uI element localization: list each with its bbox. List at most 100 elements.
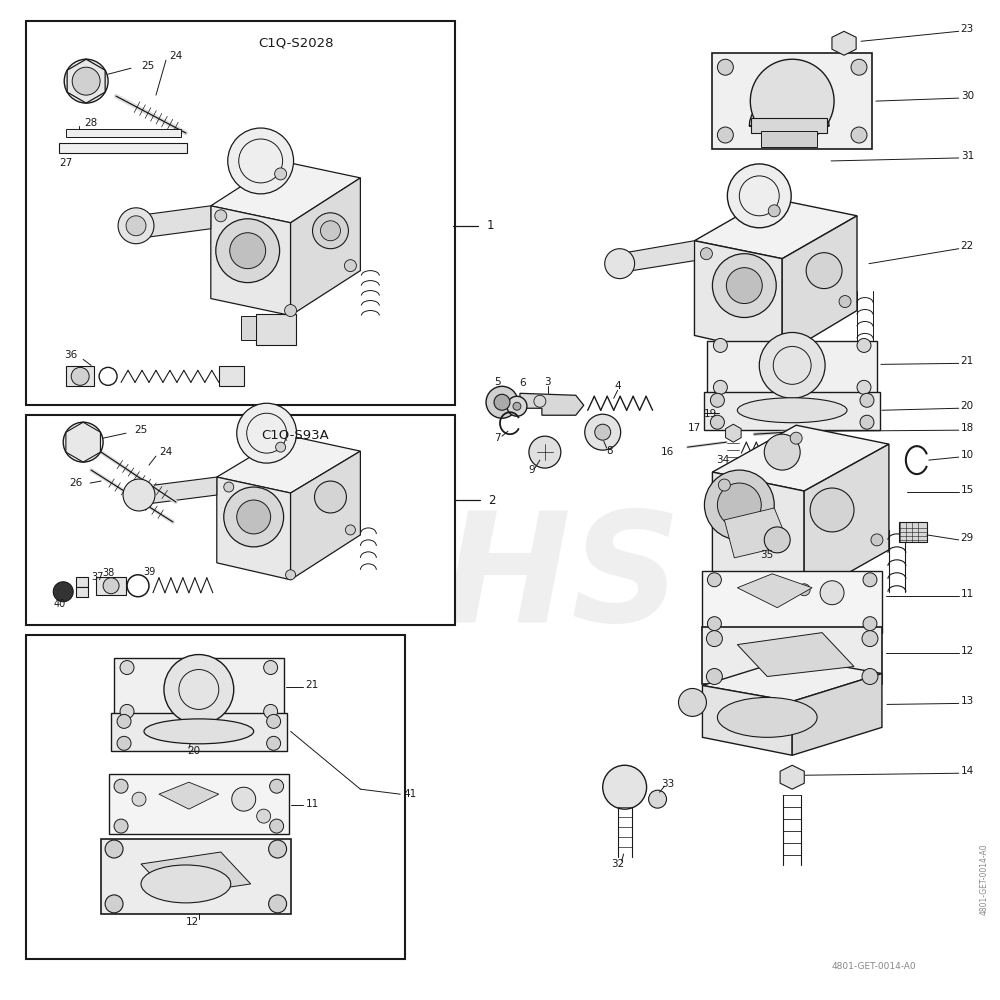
Circle shape bbox=[717, 127, 733, 143]
Polygon shape bbox=[749, 94, 829, 126]
Circle shape bbox=[71, 367, 89, 385]
Polygon shape bbox=[694, 241, 782, 355]
Circle shape bbox=[230, 233, 266, 269]
Circle shape bbox=[726, 268, 762, 304]
Circle shape bbox=[285, 305, 297, 317]
Text: 39: 39 bbox=[143, 567, 155, 577]
Circle shape bbox=[806, 253, 842, 289]
Text: 26: 26 bbox=[70, 478, 83, 488]
Circle shape bbox=[717, 59, 733, 75]
Circle shape bbox=[105, 895, 123, 913]
Text: 7: 7 bbox=[494, 433, 500, 443]
Circle shape bbox=[603, 765, 647, 809]
Circle shape bbox=[810, 488, 854, 532]
Polygon shape bbox=[211, 206, 291, 316]
Text: 21: 21 bbox=[306, 680, 319, 690]
Circle shape bbox=[286, 570, 296, 580]
Ellipse shape bbox=[141, 865, 231, 903]
Bar bbox=[96, 577, 126, 595]
Polygon shape bbox=[782, 216, 857, 355]
Polygon shape bbox=[211, 161, 360, 223]
Text: 16: 16 bbox=[661, 447, 675, 457]
Circle shape bbox=[120, 704, 134, 718]
Circle shape bbox=[863, 573, 877, 587]
Polygon shape bbox=[217, 435, 360, 493]
Bar bbox=[66, 129, 181, 137]
Polygon shape bbox=[141, 852, 251, 896]
Polygon shape bbox=[737, 574, 812, 608]
Circle shape bbox=[863, 617, 877, 631]
Circle shape bbox=[718, 479, 730, 491]
Circle shape bbox=[713, 338, 727, 352]
Polygon shape bbox=[737, 633, 854, 677]
Text: 4801-GET-0014-A0: 4801-GET-0014-A0 bbox=[979, 843, 988, 915]
Circle shape bbox=[63, 422, 103, 462]
Circle shape bbox=[72, 67, 100, 95]
Circle shape bbox=[513, 402, 521, 410]
Text: 17: 17 bbox=[688, 423, 701, 433]
Circle shape bbox=[764, 527, 790, 553]
Text: C1Q-S93A: C1Q-S93A bbox=[262, 429, 329, 442]
Circle shape bbox=[105, 840, 123, 858]
Text: 31: 31 bbox=[961, 151, 974, 161]
Bar bbox=[66, 366, 94, 386]
Circle shape bbox=[857, 338, 871, 352]
Text: 37: 37 bbox=[91, 572, 103, 582]
Circle shape bbox=[494, 394, 510, 410]
Circle shape bbox=[679, 688, 706, 716]
Text: 1: 1 bbox=[487, 219, 495, 232]
Circle shape bbox=[269, 895, 287, 913]
Text: 8: 8 bbox=[606, 446, 613, 456]
Text: 15: 15 bbox=[961, 485, 974, 495]
Polygon shape bbox=[620, 241, 694, 273]
Text: 6: 6 bbox=[520, 378, 526, 388]
Bar bbox=[101, 839, 291, 914]
Bar bbox=[256, 314, 296, 345]
Circle shape bbox=[860, 415, 874, 429]
Circle shape bbox=[798, 584, 810, 596]
Circle shape bbox=[759, 332, 825, 398]
Circle shape bbox=[862, 669, 878, 684]
Circle shape bbox=[486, 386, 518, 418]
Circle shape bbox=[320, 221, 340, 241]
Polygon shape bbox=[702, 685, 792, 755]
Circle shape bbox=[727, 164, 791, 228]
Polygon shape bbox=[136, 206, 211, 239]
Text: 9: 9 bbox=[529, 465, 535, 475]
Circle shape bbox=[585, 414, 621, 450]
Text: 24: 24 bbox=[169, 51, 183, 61]
Circle shape bbox=[264, 704, 278, 718]
Polygon shape bbox=[712, 472, 804, 598]
Circle shape bbox=[123, 479, 155, 511]
Circle shape bbox=[276, 442, 286, 452]
Text: 30: 30 bbox=[961, 91, 974, 101]
Text: 34: 34 bbox=[716, 455, 729, 465]
Circle shape bbox=[700, 248, 712, 260]
Bar bbox=[751, 118, 827, 133]
Circle shape bbox=[605, 249, 635, 279]
Circle shape bbox=[860, 393, 874, 407]
Bar bbox=[702, 627, 882, 684]
Text: 18: 18 bbox=[961, 423, 974, 433]
Text: 25: 25 bbox=[134, 425, 148, 435]
Polygon shape bbox=[792, 674, 882, 755]
Text: 28: 28 bbox=[85, 118, 98, 128]
Circle shape bbox=[768, 205, 780, 217]
Circle shape bbox=[237, 500, 271, 534]
Text: 19: 19 bbox=[704, 409, 717, 419]
Circle shape bbox=[776, 341, 788, 353]
Text: 20: 20 bbox=[187, 746, 200, 756]
Bar bbox=[109, 774, 289, 834]
Circle shape bbox=[228, 128, 294, 194]
Text: 11: 11 bbox=[961, 589, 974, 599]
Circle shape bbox=[164, 655, 234, 724]
Bar bbox=[707, 341, 877, 401]
Bar bbox=[26, 635, 405, 959]
Text: 36: 36 bbox=[65, 350, 78, 360]
Text: 41: 41 bbox=[403, 789, 417, 799]
Circle shape bbox=[114, 779, 128, 793]
Circle shape bbox=[857, 380, 871, 394]
Polygon shape bbox=[291, 178, 360, 316]
Circle shape bbox=[232, 787, 256, 811]
Text: C1Q-S2028: C1Q-S2028 bbox=[258, 37, 333, 50]
